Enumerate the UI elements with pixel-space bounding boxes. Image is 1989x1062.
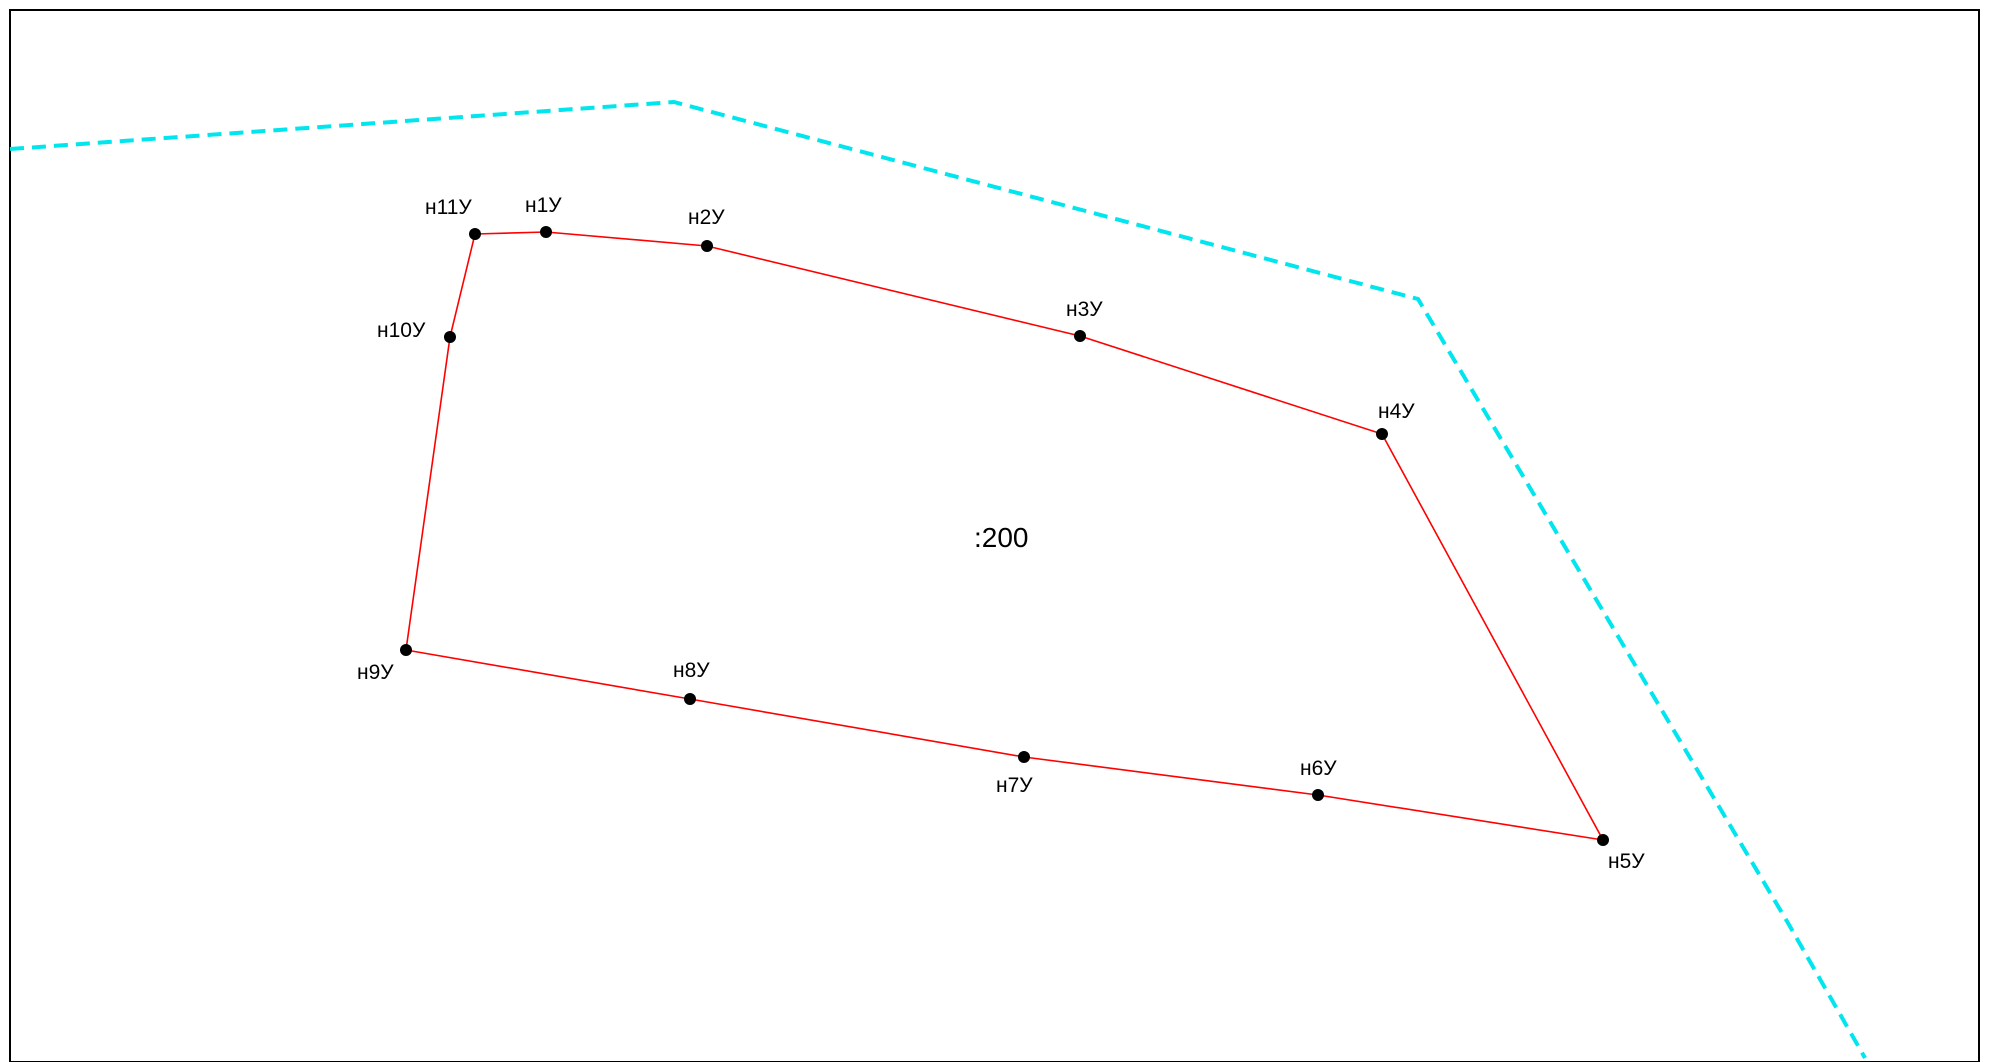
survey-point-11[interactable]: [469, 228, 481, 240]
point-label-6: н6У: [1300, 757, 1337, 780]
survey-point-2[interactable]: [701, 240, 713, 252]
survey-point-10[interactable]: [444, 331, 456, 343]
point-label-1: н1У: [525, 194, 562, 217]
survey-point-1[interactable]: [540, 226, 552, 238]
point-label-9: н9У: [357, 661, 394, 684]
point-label-4: н4У: [1378, 400, 1415, 423]
survey-point-9[interactable]: [400, 644, 412, 656]
survey-point-6[interactable]: [1312, 789, 1324, 801]
survey-point-7[interactable]: [1018, 751, 1030, 763]
parcel-number-label: :200: [974, 522, 1029, 553]
outer-boundary-line: [9, 99, 1867, 1059]
survey-point-4[interactable]: [1376, 428, 1388, 440]
point-label-10: н10У: [377, 319, 426, 342]
point-label-7: н7У: [996, 774, 1033, 797]
parcel-boundary: [405, 231, 1605, 842]
survey-point-5[interactable]: [1597, 834, 1609, 846]
point-label-8: н8У: [673, 659, 710, 682]
point-label-2: н2У: [688, 206, 725, 229]
point-label-5: н5У: [1608, 850, 1645, 873]
survey-point-8[interactable]: [684, 693, 696, 705]
survey-point-3[interactable]: [1074, 330, 1086, 342]
point-label-3: н3У: [1066, 298, 1103, 321]
point-label-11: н11У: [425, 196, 472, 219]
survey-points: [400, 226, 1609, 846]
survey-point-labels: н1У н2У н3У н4У н5У н6У н7У н8У н9У н10У…: [357, 194, 1645, 873]
